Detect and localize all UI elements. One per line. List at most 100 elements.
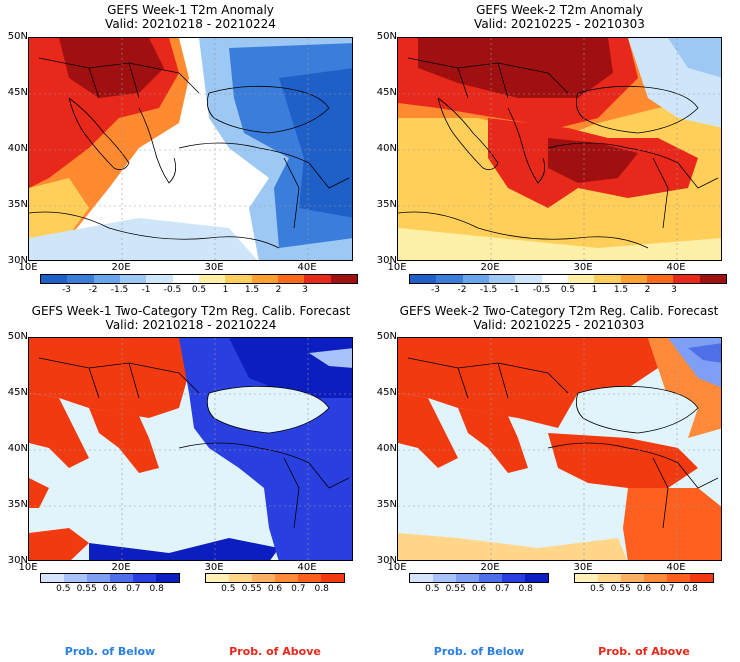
colorbar-tick-label: 0.55 <box>445 584 466 594</box>
colorbar-swatch <box>620 275 647 283</box>
colorbar-swatch <box>667 574 690 582</box>
panel3-title: GEFS Week-1 Two-Category T2m Reg. Calib.… <box>10 304 372 332</box>
colorbar-tick-label: 1.5 <box>613 285 629 295</box>
colorbar-tick-label: 0.55 <box>76 584 97 594</box>
panel4-above-labels: 0.5 0.55 0.6 0.7 0.8 <box>574 585 714 595</box>
panel2-lat-label: 35N <box>376 199 397 210</box>
colorbar-swatch <box>479 574 502 582</box>
panel3-lat-label: 35N <box>7 499 28 510</box>
colorbar-swatch <box>277 275 305 283</box>
panel4-lat-label: 50N <box>376 331 397 342</box>
panel1-colorbar-labels: -3 -2 -1.5 -1 -0.5 0.5 1 1.5 2 3 <box>40 286 358 296</box>
panel1-lat-label: 50N <box>7 31 28 42</box>
colorbar-tick-label: 3 <box>302 285 308 295</box>
colorbar-swatch <box>172 275 199 283</box>
colorbar-swatch <box>298 574 321 582</box>
colorbar-tick-label: 1.5 <box>244 285 260 295</box>
footer-above-label: Prob. of Above <box>598 645 690 658</box>
colorbar-tick-label: 0.5 <box>56 584 71 594</box>
colorbar-tick-label: 0.5 <box>221 584 236 594</box>
colorbar-swatch <box>699 275 726 283</box>
colorbar-swatch <box>502 574 525 582</box>
panel1-lat-label: 35N <box>7 199 28 210</box>
colorbar-tick-label: 0.6 <box>471 584 487 594</box>
panel3-lat-label: 45N <box>7 387 28 398</box>
colorbar-swatch <box>146 275 173 283</box>
colorbar-tick-label: -1.5 <box>110 285 129 295</box>
panel4-valid-text: Valid: 20210225 - 20210303 <box>473 318 645 332</box>
colorbar-swatch <box>541 275 568 283</box>
colorbar-tick-label: 0.8 <box>683 584 698 594</box>
colorbar-swatch <box>673 275 700 283</box>
colorbar-swatch <box>462 275 489 283</box>
colorbar-tick-label: -2 <box>457 285 467 295</box>
colorbar-swatch <box>251 275 278 283</box>
colorbar-swatch <box>206 574 229 582</box>
panel3-lat-label: 40N <box>7 443 28 454</box>
panel2-anomaly-colorbar <box>409 274 727 284</box>
colorbar-swatch <box>621 574 644 582</box>
panel3-lon-label: 10E <box>18 562 38 573</box>
panel2-valid-text: Valid: 20210225 - 20210303 <box>474 17 645 31</box>
panel2-colorbar-labels: -3 -2 -1.5 -1 -0.5 0.5 1 1.5 2 3 <box>409 286 727 296</box>
colorbar-tick-label: 0.5 <box>560 285 576 295</box>
footer-below-label: Prob. of Below <box>64 645 156 658</box>
panel3-valid-text: Valid: 20210218 - 20210224 <box>105 318 277 332</box>
panel3-below-colorbar <box>40 573 180 583</box>
colorbar-swatch <box>525 574 548 582</box>
colorbar-tick-label: 0.7 <box>126 584 141 594</box>
panel4-lat-label: 35N <box>376 499 397 510</box>
colorbar-tick-label: 0.55 <box>610 584 631 594</box>
panel4-lon-label: 20E <box>480 562 500 573</box>
panel4-lon-label: 10E <box>387 562 407 573</box>
colorbar-swatch <box>644 574 667 582</box>
panel1-lon-label: 10E <box>18 262 38 273</box>
colorbar-swatch <box>41 275 68 283</box>
panel1-map <box>28 37 353 261</box>
panel1-lon-label: 30E <box>204 262 224 273</box>
colorbar-tick-label: 0.6 <box>102 584 118 594</box>
panel2-map <box>397 37 722 261</box>
colorbar-tick-label: 1 <box>591 285 598 295</box>
panel1-lon-label: 40E <box>297 262 317 273</box>
footer-below-label: Prob. of Below <box>433 645 525 658</box>
panel2-lat-label: 40N <box>376 143 397 154</box>
panel3-lon-label: 40E <box>297 562 317 573</box>
colorbar-swatch <box>64 574 87 582</box>
colorbar-swatch <box>410 275 437 283</box>
panel4-above-colorbar <box>574 573 714 583</box>
colorbar-tick-label: -1.5 <box>479 285 498 295</box>
colorbar-swatch <box>330 275 357 283</box>
panel1-lat-label: 30N <box>7 255 28 266</box>
colorbar-tick-label: -3 <box>62 285 71 295</box>
colorbar-swatch <box>156 574 179 582</box>
colorbar-tick-label: -0.5 <box>532 285 551 295</box>
colorbar-tick-label: 1 <box>222 285 229 295</box>
colorbar-swatch <box>93 275 120 283</box>
panel3-title-text: GEFS Week-1 Two-Category T2m Reg. Calib.… <box>31 304 351 318</box>
colorbar-tick-label: 3 <box>671 285 677 295</box>
colorbar-swatch <box>133 574 156 582</box>
panel4-title-text: GEFS Week-2 Two-Category T2m Reg. Calib.… <box>399 304 719 318</box>
panel2-lat-label: 30N <box>376 255 397 266</box>
panel2-lat-label: 50N <box>376 31 397 42</box>
panel2-lon-label: 40E <box>666 262 686 273</box>
colorbar-swatch <box>456 574 479 582</box>
colorbar-tick-label: -0.5 <box>163 285 182 295</box>
panel1-anomaly-colorbar <box>40 274 358 284</box>
colorbar-swatch <box>598 574 621 582</box>
colorbar-swatch <box>575 574 598 582</box>
colorbar-swatch <box>433 574 456 582</box>
panel2-lat-label: 45N <box>376 87 397 98</box>
panel1-valid-text: Valid: 20210218 - 20210224 <box>105 17 276 31</box>
panel3-lat-label: 30N <box>7 555 28 566</box>
colorbar-swatch <box>110 574 133 582</box>
colorbar-swatch <box>119 275 147 283</box>
colorbar-tick-label: 0.55 <box>241 584 262 594</box>
colorbar-tick-label: 0.6 <box>636 584 652 594</box>
colorbar-tick-label: 0.5 <box>590 584 605 594</box>
colorbar-tick-label: 0.5 <box>191 285 207 295</box>
panel4-lat-label: 45N <box>376 387 397 398</box>
panel2-lon-label: 10E <box>387 262 407 273</box>
panel4-below-colorbar <box>409 573 549 583</box>
